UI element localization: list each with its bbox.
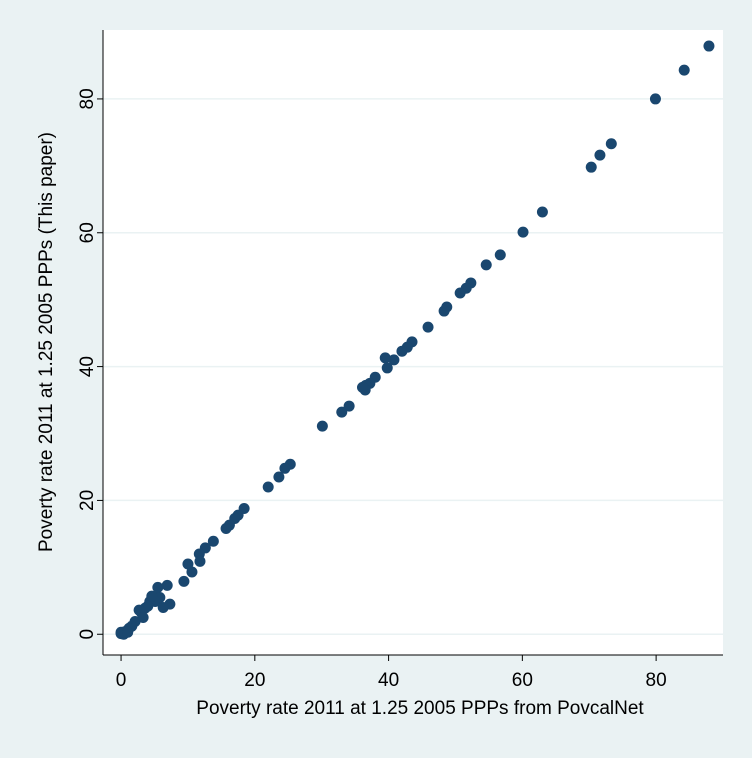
y-tick-label: 60 — [77, 222, 98, 243]
point — [152, 581, 164, 593]
y-axis-title: Poverty rate 2011 at 1.25 2005 PPPs (Thi… — [36, 132, 57, 552]
point — [207, 535, 219, 547]
point — [316, 420, 328, 432]
point — [454, 287, 466, 299]
point — [388, 354, 400, 366]
point — [220, 523, 232, 535]
y-tick-label: 40 — [77, 356, 98, 377]
x-axis-title: Poverty rate 2011 at 1.25 2005 PPPs from… — [196, 698, 644, 719]
point — [480, 259, 492, 271]
point — [703, 40, 715, 52]
point — [422, 321, 434, 333]
point — [343, 400, 355, 412]
y-tick-label: 80 — [77, 88, 98, 109]
point — [146, 590, 158, 602]
point — [605, 138, 617, 150]
point — [379, 352, 391, 364]
point — [594, 149, 606, 161]
point — [279, 462, 291, 474]
point — [396, 345, 408, 357]
point — [178, 575, 190, 587]
point — [122, 626, 134, 638]
point — [438, 305, 450, 317]
point — [157, 601, 169, 613]
point — [182, 558, 194, 570]
point — [381, 362, 393, 374]
point — [536, 206, 548, 218]
y-tick-label: 20 — [77, 490, 98, 511]
point — [194, 555, 206, 567]
point — [649, 93, 661, 105]
point — [494, 249, 506, 261]
point — [161, 579, 173, 591]
point — [585, 161, 597, 173]
point — [517, 226, 529, 238]
x-tick-label: 0 — [116, 670, 127, 691]
point — [357, 381, 369, 393]
point — [273, 471, 285, 483]
point — [678, 64, 690, 76]
x-tick-label: 40 — [378, 670, 399, 691]
point — [262, 481, 274, 493]
y-tick-label: 0 — [77, 629, 98, 640]
point — [336, 406, 348, 418]
x-tick-label: 60 — [512, 670, 533, 691]
x-tick-label: 20 — [244, 670, 265, 691]
x-tick-label: 80 — [646, 670, 667, 691]
